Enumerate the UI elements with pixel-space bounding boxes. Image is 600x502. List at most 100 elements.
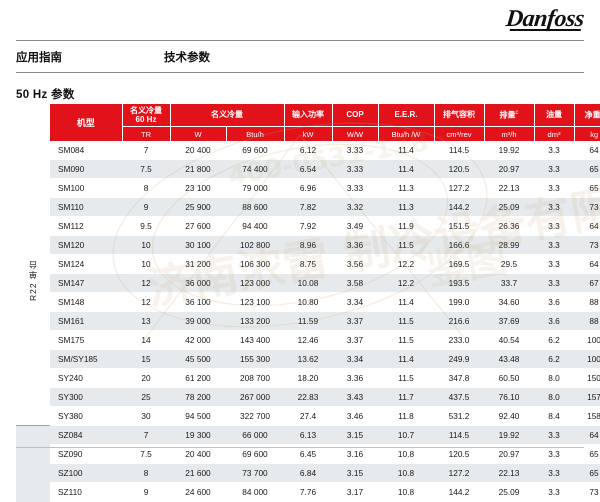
cell-weight: 100 (574, 330, 600, 350)
cell-tr: 9 (122, 482, 170, 502)
header-row-primary: 机型 名义冷量 60 Hz 名义冷量 输入功率 COP E.E.R. 排气容积 … (16, 104, 600, 141)
cell-model: SZ084 (50, 425, 122, 445)
running-head-left: 应用指南 (16, 52, 62, 64)
table-row[interactable]: SM147 12 36 000 123 000 10.08 3.58 12.2 193.5 33… (16, 273, 600, 293)
cell-btuh: 123 000 (226, 273, 284, 293)
cell-model: SM147 (50, 273, 122, 293)
unit-m3h: m³/h (484, 126, 535, 141)
cell-btuh: 143 400 (226, 330, 284, 350)
table-row[interactable]: SY240 20 61 200 208 700 18.20 3.36 11.5 347.8 60… (16, 368, 600, 388)
table-row[interactable]: SM090 7.5 21 800 74 400 6.54 3.33 11.4 120.5 20.… (16, 159, 600, 179)
header-nominal-60hz: 名义冷量 60 Hz (122, 104, 171, 127)
cell-eer: 11.4 (378, 292, 434, 312)
table-row[interactable]: SM148 12 36 100 123 100 10.80 3.34 11.4 199.0 34… (16, 292, 600, 312)
cell-oil: 3.3 (534, 254, 574, 274)
cell-flow: 19.92 (484, 425, 534, 445)
unit-dm3: dm³ (534, 126, 575, 141)
table-row[interactable]: SM161 13 39 000 133 200 11.59 3.37 11.5 216.6 37… (16, 311, 600, 331)
group-label-r22-text: R22 单台 (28, 260, 38, 301)
table-row[interactable]: SZ100 8 21 600 73 700 6.84 3.15 10.8 127.2 22.13… (16, 463, 600, 483)
cell-flow: 22.13 (484, 463, 534, 483)
cell-vol: 144.2 (434, 482, 484, 502)
table-row[interactable]: SM/SY185 15 45 500 155 300 13.62 3.34 11.4 249.… (16, 349, 600, 369)
table-row[interactable]: SM124 10 31 200 106 300 8.75 3.56 12.2 169.5 29.… (16, 254, 600, 274)
header-oil-charge: 油量 (534, 104, 575, 127)
cell-kw: 7.82 (284, 197, 332, 217)
cell-oil: 6.2 (534, 349, 574, 369)
cell-w: 25 900 (170, 197, 226, 217)
cell-w: 42 000 (170, 330, 226, 350)
table-row[interactable]: SM120 10 30 100 102 800 8.96 3.36 11.5 166.6 28.… (16, 235, 600, 255)
cell-model: SM/SY185 (50, 349, 122, 369)
table-row[interactable]: SM112 9.5 27 600 94 400 7.92 3.49 11.9 151.5 26.… (16, 216, 600, 236)
cell-btuh: 133 200 (226, 311, 284, 331)
cell-eer: 11.7 (378, 387, 434, 407)
cell-model: SM120 (50, 235, 122, 255)
cell-w: 39 000 (170, 311, 226, 331)
cell-vol: 151.5 (434, 216, 484, 236)
spec-table-container: 机型 名义冷量 60 Hz 名义冷量 输入功率 COP E.E.R. 排气容积 … (16, 104, 600, 502)
cell-eer: 11.3 (378, 197, 434, 217)
cell-vol: 216.6 (434, 311, 484, 331)
cell-weight: 100 (574, 349, 600, 369)
table-row[interactable]: SZ084 7 19 300 66 000 6.13 3.15 10.7 114.5 19.92… (16, 425, 600, 502)
cell-kw: 8.75 (284, 254, 332, 274)
table-row[interactable]: R22 单台 SM084 7 20 400 69 600 6.12 3.33 11.4 114.… (16, 141, 600, 426)
cell-btuh: 88 600 (226, 197, 284, 217)
cell-flow: 60.50 (484, 368, 534, 388)
cell-flow: 26.36 (484, 216, 534, 236)
cell-kw: 7.76 (284, 482, 332, 502)
cell-w: 31 200 (170, 254, 226, 274)
spec-table-body: R22 单台 SM084 7 20 400 69 600 6.12 3.33 11.4 114.… (16, 141, 600, 502)
cell-cop: 3.58 (332, 273, 378, 293)
cell-tr: 14 (122, 330, 170, 350)
cell-oil: 3.3 (534, 216, 574, 236)
cell-kw: 13.62 (284, 349, 332, 369)
unit-btuh: Btu/h (226, 126, 285, 141)
cell-model: SZ110 (50, 482, 122, 502)
cell-kw: 12.46 (284, 330, 332, 350)
cell-btuh: 94 400 (226, 216, 284, 236)
cell-tr: 8 (122, 463, 170, 483)
cell-btuh: 102 800 (226, 235, 284, 255)
cell-vol: 114.5 (434, 141, 484, 160)
cell-vol: 347.8 (434, 368, 484, 388)
cell-tr: 7.5 (122, 159, 170, 179)
cell-w: 27 600 (170, 216, 226, 236)
cell-cop: 3.34 (332, 292, 378, 312)
table-row[interactable]: SM100 8 23 100 79 000 6.96 3.33 11.3 127.2 22.13… (16, 178, 600, 198)
header-model: 机型 (50, 104, 123, 141)
group-label-r22: R22 单台 (16, 141, 50, 426)
cell-tr: 12 (122, 273, 170, 293)
table-row[interactable]: SM175 14 42 000 143 400 12.46 3.37 11.5 233.0 40… (16, 330, 600, 350)
cell-btuh: 66 000 (226, 425, 284, 445)
running-head-middle: 技术参数 (164, 52, 210, 64)
cell-eer: 11.9 (378, 216, 434, 236)
header-net-weight-label: 净重 (584, 110, 600, 120)
table-row[interactable]: SM110 9 25 900 88 600 7.82 3.32 11.3 144.2 25.09… (16, 197, 600, 217)
cell-eer: 12.2 (378, 273, 434, 293)
cell-w: 94 500 (170, 406, 226, 426)
cell-model: SM110 (50, 197, 122, 217)
table-row[interactable]: SZ110 9 24 600 84 000 7.76 3.17 10.8 144.2 25.09… (16, 482, 600, 502)
cell-eer: 10.8 (378, 463, 434, 483)
cell-w: 30 100 (170, 235, 226, 255)
cell-cop: 3.56 (332, 254, 378, 274)
cell-w: 20 400 (170, 141, 226, 160)
cell-btuh: 155 300 (226, 349, 284, 369)
cell-kw: 7.92 (284, 216, 332, 236)
table-row[interactable]: SY300 25 78 200 267 000 22.83 3.43 11.7 437.5 76… (16, 387, 600, 407)
cell-weight: 64 (574, 425, 600, 445)
cell-oil: 3.3 (534, 463, 574, 483)
cell-oil: 8.0 (534, 387, 574, 407)
page-header: Danfoss (0, 0, 600, 40)
header-cop: COP (332, 104, 379, 127)
table-row[interactable]: SY380 30 94 500 322 700 27.4 3.46 11.8 531.2 92.… (16, 406, 600, 426)
danfoss-logo-text: Danfoss (504, 6, 586, 32)
header-input-power: 输入功率 (284, 104, 333, 127)
cell-cop: 3.37 (332, 311, 378, 331)
cell-flow: 25.09 (484, 197, 534, 217)
spec-table-head: 机型 名义冷量 60 Hz 名义冷量 输入功率 COP E.E.R. 排气容积 … (16, 104, 600, 141)
cell-flow: 33.7 (484, 273, 534, 293)
cell-oil: 3.3 (534, 159, 574, 179)
